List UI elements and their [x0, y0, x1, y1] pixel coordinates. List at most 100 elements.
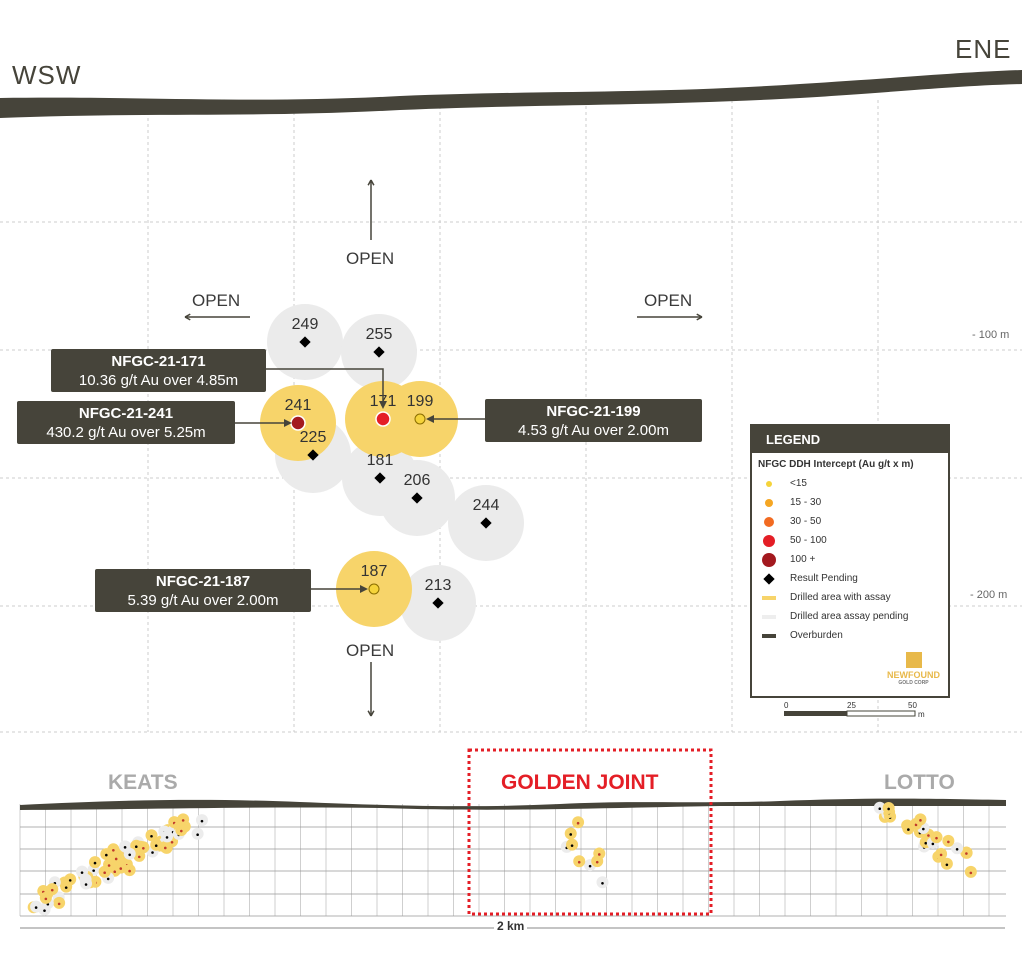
- legend: LEGEND NFGC DDH Intercept (Au g/t x m) <…: [750, 424, 950, 698]
- golden-joint-highlight-box: [467, 748, 713, 916]
- keats-drillhole-marker: [44, 897, 48, 901]
- lotto-drillhole-marker: [924, 841, 928, 845]
- golden-joint-drillhole-marker: [569, 833, 573, 836]
- legend-swatch-icon: [760, 480, 778, 487]
- connector-199-arrowhead: [426, 415, 434, 423]
- keats-drillhole-marker: [92, 869, 95, 872]
- golden-joint-drillhole-marker: [595, 860, 599, 864]
- callout-hole-id: NFGC-21-187: [155, 573, 251, 590]
- keats-drillhole-marker: [112, 849, 115, 852]
- hole-label-225: 225: [300, 429, 327, 446]
- lotto-drillhole-marker: [965, 852, 968, 855]
- keats-drillhole-marker: [196, 833, 199, 837]
- golden-joint-drillhole-marker: [597, 853, 601, 856]
- legend-label: Overburden: [790, 630, 843, 641]
- intercept-marker-199: [414, 413, 426, 425]
- legend-swatch-icon: [760, 572, 778, 585]
- hole-label-206: 206: [404, 472, 431, 489]
- area-golden-joint: GOLDEN JOINT: [501, 771, 659, 794]
- scale-tick-0: 0: [784, 701, 789, 710]
- golden-joint-drillhole-marker: [588, 864, 592, 868]
- legend-item: <15: [752, 474, 948, 493]
- legend-subtitle: NFGC DDH Intercept (Au g/t x m): [758, 459, 914, 470]
- keats-drillhole-marker: [165, 836, 169, 839]
- callout-hole-id: NFGC-21-199: [546, 403, 641, 420]
- keats-drillhole-marker: [107, 864, 111, 867]
- pending-diamond-icon: [480, 517, 492, 529]
- pending-diamond-icon: [307, 449, 319, 461]
- keats-drillhole-marker: [119, 867, 123, 870]
- scale-tick-50: 50: [908, 701, 917, 710]
- connector-171-arrowhead: [379, 401, 387, 409]
- scale-unit: m: [918, 710, 925, 719]
- keats-drillhole-marker: [128, 853, 131, 857]
- legend-label: Result Pending: [790, 573, 858, 584]
- keats-drillhole-marker: [170, 840, 174, 844]
- callout-result: 4.53 g/t Au over 2.00m: [518, 422, 669, 439]
- keats-drillhole-marker: [68, 879, 72, 882]
- keats-drillhole-marker: [57, 902, 61, 906]
- keats-drillhole-marker: [34, 906, 38, 909]
- lotto-drillhole-marker: [914, 823, 918, 827]
- depth-label-100: - 100 m: [972, 329, 1010, 341]
- callout-result: 5.39 g/t Au over 2.00m: [127, 592, 279, 609]
- logo-name: NEWFOUND: [887, 670, 940, 680]
- keats-drillhole-marker: [64, 886, 68, 889]
- overburden-band: [0, 70, 1022, 118]
- keats-drillhole-marker: [181, 819, 185, 822]
- legend-label: 50 - 100: [790, 535, 827, 546]
- open-label-bottom: OPEN: [346, 641, 395, 660]
- legend-item: 15 - 30: [752, 493, 948, 512]
- legend-label: Drilled area assay pending: [790, 611, 909, 622]
- legend-item: 100 +: [752, 550, 948, 569]
- legend-label: <15: [790, 478, 807, 489]
- lotto-drillhole-marker: [955, 847, 959, 851]
- open-label-right: OPEN: [644, 291, 693, 310]
- keats-drillhole-marker: [154, 844, 158, 848]
- scale-tick-25: 25: [847, 701, 856, 710]
- keats-drillhole-marker: [128, 869, 131, 873]
- keats-drillhole-marker: [163, 846, 167, 850]
- open-arrow-left-head: [184, 313, 191, 321]
- legend-label: Drilled area with assay: [790, 592, 891, 603]
- hole-label-244: 244: [473, 497, 500, 514]
- legend-swatch-icon: [760, 534, 778, 547]
- newfound-logo: NEWFOUND GOLD CORP: [887, 652, 940, 686]
- lotto-drillhole-marker: [919, 819, 922, 822]
- keats-drillhole-marker: [80, 871, 84, 874]
- hole-label-255: 255: [366, 326, 393, 343]
- legend-swatch-icon: [760, 516, 778, 527]
- keats-drillhole-marker: [113, 870, 117, 873]
- keats-drillhole-marker: [151, 851, 154, 854]
- legend-label: 15 - 30: [790, 497, 822, 508]
- overview-overburden: [20, 798, 1006, 810]
- area-keats: KEATS: [108, 771, 178, 794]
- lotto-drillhole-marker: [878, 807, 882, 811]
- keats-drillhole-marker: [50, 888, 54, 892]
- keats-drillhole-marker: [150, 834, 153, 838]
- keats-drillhole-marker: [93, 861, 97, 865]
- golden-joint-drillhole-marker: [577, 860, 581, 864]
- pending-diamond-icon: [373, 346, 385, 358]
- keats-drillhole-marker: [123, 846, 127, 849]
- keats-drillhole-marker: [200, 819, 204, 823]
- callout-result: 10.36 g/t Au over 4.85m: [78, 372, 239, 389]
- pending-diamond-icon: [299, 336, 311, 348]
- pending-diamond-icon: [432, 597, 444, 609]
- intercept-marker-187: [368, 583, 380, 595]
- legend-swatch-icon: [760, 498, 778, 507]
- keats-drillhole-marker: [106, 877, 110, 881]
- legend-swatch-icon: [760, 552, 778, 567]
- hole-label-241: 241: [285, 397, 312, 414]
- legend-swatch-icon: [760, 595, 778, 600]
- legend-item: Result Pending: [752, 569, 948, 588]
- hole-label-199: 199: [407, 393, 434, 410]
- lotto-drillhole-marker: [922, 827, 925, 831]
- legend-title: LEGEND: [752, 426, 948, 453]
- hole-label-249: 249: [292, 316, 319, 333]
- lotto-drillhole-marker: [945, 863, 949, 867]
- keats-drillhole-marker: [142, 846, 145, 850]
- logo-mark-icon: [905, 652, 922, 668]
- connector-171: [266, 368, 384, 407]
